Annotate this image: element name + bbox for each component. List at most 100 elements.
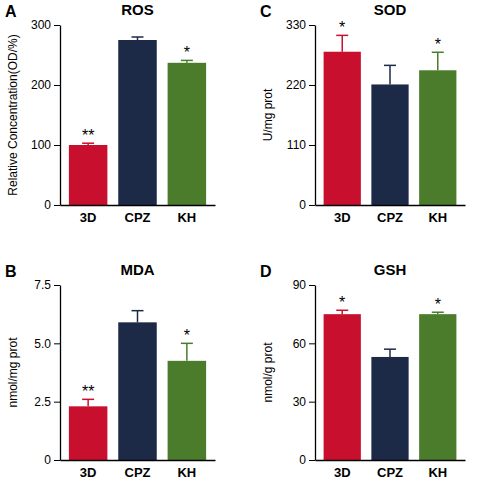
title: ROS <box>121 1 154 18</box>
significance: * <box>339 19 345 36</box>
figure: 01002003003DCPZKH***ROSARelative Concent… <box>0 0 500 487</box>
y-axis: 0306090 <box>293 278 316 467</box>
bar <box>324 52 361 205</box>
x-tick-label: KH <box>428 465 447 480</box>
bar <box>69 145 108 205</box>
y-tick-mark <box>309 343 315 344</box>
plot-area <box>324 35 457 205</box>
y-axis-line <box>315 286 316 461</box>
y-tick-mark <box>54 460 60 461</box>
y-tick-mark <box>54 343 60 344</box>
y-axis-title: nmol/mg prot <box>6 337 20 408</box>
y-tick: 0 <box>44 198 60 212</box>
y-tick: 300 <box>31 18 60 32</box>
y-tick-label: 5.0 <box>34 337 51 351</box>
plot-area <box>69 311 206 460</box>
x-axis-line <box>61 460 216 461</box>
y-axis-line <box>60 286 61 461</box>
x-tick-label: 3D <box>334 210 351 225</box>
error-bar <box>132 37 144 40</box>
error-cap <box>384 65 396 67</box>
error-cap <box>384 348 396 350</box>
x-tick: KH <box>428 460 447 480</box>
y-axis-title: U/mg prot <box>261 88 275 141</box>
plot-area <box>324 310 457 460</box>
x-tick-label: KH <box>177 210 196 225</box>
y-axis-title: Relative Concentration(OD/%) <box>6 34 20 195</box>
y-axis: 02.55.07.5 <box>34 278 60 467</box>
x-tick-label: CPZ <box>125 465 151 480</box>
title: SOD <box>374 1 407 18</box>
error-bar <box>384 65 396 84</box>
y-tick-mark <box>309 145 315 146</box>
error-bar <box>384 349 396 357</box>
y-tick-label: 100 <box>31 138 51 152</box>
x-axis-line <box>316 205 466 206</box>
y-tick-label: 0 <box>299 198 306 212</box>
error-bar <box>181 343 193 361</box>
y-axis: 0100200300 <box>31 18 61 212</box>
y-tick-label: 0 <box>44 198 51 212</box>
x-axis: 3D CPZ KH <box>316 205 466 225</box>
significance: * <box>184 44 190 61</box>
y-tick-label: 2.5 <box>34 395 51 409</box>
y-tick-label: 330 <box>286 18 306 32</box>
error-stem <box>341 35 343 51</box>
x-tick-label: CPZ <box>377 210 403 225</box>
error-stem <box>389 65 391 84</box>
title: GSH <box>374 261 407 278</box>
x-tick-label: 3D <box>80 210 97 225</box>
bar <box>118 322 157 460</box>
significance: * <box>435 36 441 53</box>
bar <box>324 314 361 460</box>
x-tick-label: 3D <box>80 465 97 480</box>
error-bar <box>132 311 144 323</box>
y-axis-line <box>60 26 61 206</box>
y-tick-label: 0 <box>44 453 51 467</box>
y-tick-mark <box>54 25 60 26</box>
x-tick: 3D <box>80 460 97 480</box>
y-tick-label: 30 <box>293 395 307 409</box>
x-axis-line <box>316 460 466 461</box>
y-tick-mark <box>309 402 315 403</box>
y-tick: 60 <box>293 337 315 351</box>
y-tick-label: 300 <box>31 18 51 32</box>
y-tick-label: 110 <box>287 138 306 152</box>
panel-label: D <box>260 263 272 280</box>
y-tick-label: 60 <box>293 337 307 351</box>
panel-label: B <box>5 263 17 280</box>
y-tick: 0 <box>299 453 315 467</box>
bar <box>419 70 456 205</box>
panel-label: A <box>5 3 17 20</box>
panel: 03060903DCPZKH**GSHDnmol/g prot <box>260 261 466 480</box>
bar <box>419 314 456 460</box>
error-stem <box>87 399 89 406</box>
x-tick: 3D <box>334 205 351 225</box>
y-axis-title: nmol/g prot <box>261 342 275 403</box>
significance: * <box>435 296 441 313</box>
panel: 02.55.07.53DCPZKH***MDABnmol/mg prot <box>5 261 216 480</box>
y-tick-mark <box>309 85 315 86</box>
error-bar <box>432 52 444 70</box>
y-tick-mark <box>309 460 315 461</box>
x-tick: 3D <box>80 205 97 225</box>
x-tick: KH <box>428 205 447 225</box>
x-axis-line <box>61 205 216 206</box>
y-axis: 0 110 220 330 <box>286 18 316 212</box>
x-tick: 3D <box>334 460 351 480</box>
significance: ** <box>82 383 94 400</box>
y-tick-mark <box>309 25 315 26</box>
x-tick: KH <box>177 205 196 225</box>
x-tick-label: CPZ <box>377 465 403 480</box>
error-stem <box>186 343 188 361</box>
y-tick: 220 <box>286 78 315 92</box>
panel-label: C <box>260 3 272 20</box>
plot-area <box>69 37 206 205</box>
y-tick-mark <box>54 402 60 403</box>
y-tick-mark <box>54 205 60 206</box>
y-tick: 100 <box>31 138 60 152</box>
error-stem <box>389 349 391 357</box>
bar <box>118 40 157 205</box>
panel: 0 110 220 330 3D CPZ KH * * SOD C U/mg prot <box>260 1 466 225</box>
bar <box>371 84 408 205</box>
